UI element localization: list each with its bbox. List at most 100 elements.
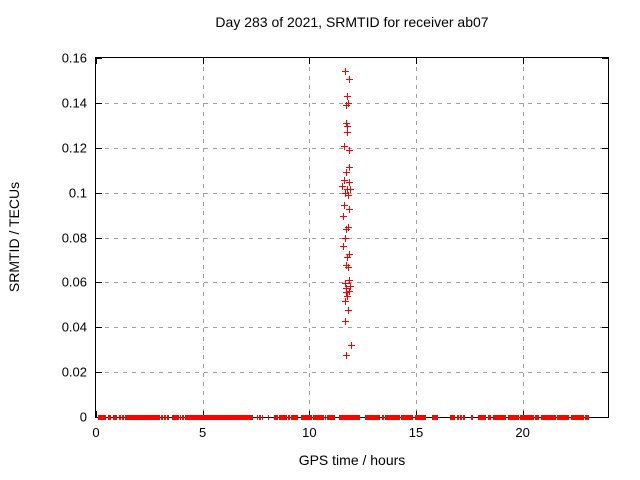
y-axis-tick-mirror — [602, 372, 608, 374]
baseline-segment — [256, 415, 259, 420]
y-axis-tick-mirror — [602, 192, 608, 194]
data-point-marker — [341, 202, 349, 210]
x-axis-tick — [202, 411, 204, 417]
data-point-marker — [345, 276, 353, 284]
baseline-segment — [279, 415, 288, 420]
baseline-segment — [414, 415, 427, 420]
y-axis-tick — [96, 327, 102, 329]
y-tick-label: 0.06 — [61, 274, 87, 290]
gridline-horizontal — [96, 282, 608, 284]
baseline-segment — [327, 415, 336, 420]
baseline-segment — [381, 415, 384, 420]
baseline-segment — [535, 415, 540, 420]
baseline-segment — [546, 415, 556, 420]
data-point-marker — [343, 226, 351, 234]
baseline-segment — [507, 415, 520, 420]
gridline-horizontal — [96, 192, 608, 194]
data-point-marker — [344, 129, 352, 137]
x-axis-tick — [416, 411, 417, 417]
baseline-segment — [261, 415, 264, 420]
baseline-segment — [124, 415, 160, 420]
data-point-marker — [348, 342, 356, 350]
data-point-marker — [342, 68, 350, 76]
baseline-segment — [112, 415, 117, 420]
data-point-marker — [343, 261, 351, 269]
data-point-marker — [339, 183, 347, 191]
data-point-marker — [344, 92, 352, 100]
y-axis-tick — [96, 58, 102, 59]
data-point-marker — [344, 185, 352, 193]
data-point-marker — [344, 254, 352, 262]
data-point-marker — [346, 76, 354, 84]
y-axis-tick-mirror — [602, 58, 608, 59]
data-point-marker — [340, 143, 348, 151]
data-point-marker — [344, 192, 352, 200]
gridline-horizontal — [96, 102, 608, 104]
y-tick-label: 0.1 — [68, 185, 87, 201]
data-point-marker — [344, 122, 352, 130]
y-axis-tick — [96, 237, 102, 239]
y-axis-tick-mirror — [602, 282, 608, 284]
data-point-marker — [340, 212, 348, 220]
data-point-marker — [345, 250, 353, 258]
baseline-segment — [557, 415, 569, 420]
y-axis-tick — [96, 147, 102, 149]
baseline-segment — [487, 415, 492, 420]
baseline-segment — [324, 415, 327, 420]
baseline-segment — [267, 415, 270, 420]
y-tick-label: 0.12 — [61, 140, 87, 156]
baseline-segment — [520, 415, 535, 420]
baseline-segment — [300, 415, 313, 420]
x-axis-tick-mirror — [202, 58, 204, 64]
data-point-marker — [340, 242, 348, 250]
baseline-segment — [171, 415, 179, 420]
baseline-segment — [365, 415, 381, 420]
baseline-segment — [107, 415, 112, 420]
gridline-horizontal — [96, 147, 608, 149]
data-point-marker — [342, 235, 350, 243]
x-axis-tick-mirror — [416, 58, 417, 64]
gridline-horizontal — [96, 327, 608, 329]
baseline-segment — [166, 415, 169, 420]
baseline-segment — [385, 415, 400, 420]
y-tick-label: 0.08 — [61, 230, 87, 245]
baseline-segment — [459, 415, 463, 420]
baseline-segment — [179, 415, 182, 420]
y-tick-label: 0.14 — [61, 95, 87, 111]
gridline-vertical — [202, 58, 204, 417]
data-point-marker — [344, 306, 352, 314]
baseline-segment — [492, 415, 507, 420]
y-tick-label: 0.16 — [61, 50, 87, 66]
data-point-marker — [344, 100, 352, 108]
baseline-segment — [471, 415, 473, 420]
x-axis-tick — [522, 411, 524, 417]
y-axis-tick-mirror — [602, 237, 608, 239]
chart-title: Day 283 of 2021, SRMTID for receiver ab0… — [215, 14, 489, 30]
baseline-segment — [184, 415, 253, 420]
plot-area: 0 0.02 0.04 0.06 0.08 0.1 0.12 0.14 0.16 0 5 10 15 20 — [62, 51, 609, 440]
baseline-segment — [570, 415, 584, 420]
data-point-marker — [343, 284, 351, 292]
baseline-segment — [456, 415, 459, 420]
data-point-marker — [345, 147, 353, 155]
data-point-marker — [343, 289, 351, 297]
y-axis-tick-mirror — [602, 327, 608, 329]
data-point-marker — [340, 176, 348, 184]
baseline-segment — [313, 415, 320, 420]
data-point-marker — [342, 280, 350, 288]
y-axis-label: SRMTID / TECUs — [6, 181, 22, 293]
baseline-segment — [288, 415, 290, 420]
data-point-marker — [342, 318, 350, 326]
data-point-marker — [343, 120, 351, 128]
x-tick-label: 5 — [199, 425, 207, 440]
data-point-marker — [344, 223, 352, 231]
baseline-segment — [259, 415, 261, 420]
data-point-marker — [346, 282, 354, 290]
x-axis-tick-mirror — [522, 58, 524, 64]
baseline-segment — [161, 415, 164, 420]
y-axis-tick-mirror — [602, 102, 608, 104]
data-point-marker — [342, 189, 350, 197]
y-axis-tick — [96, 372, 102, 374]
baseline-segment — [97, 415, 106, 420]
baseline-segment — [462, 415, 465, 420]
